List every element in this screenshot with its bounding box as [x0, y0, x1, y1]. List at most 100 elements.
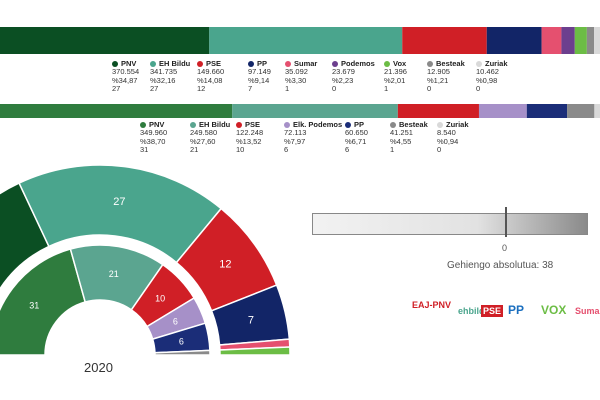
legend-seats: 1 — [285, 83, 290, 93]
legend-seats: 1 — [390, 144, 395, 154]
legend-votes: 10.462 — [476, 67, 499, 77]
legend-color-dot — [248, 61, 254, 68]
legend-party-name: Elk. Podemos — [284, 120, 343, 129]
legend-party-label: PNV — [121, 59, 137, 68]
legend-party-label: PNV — [149, 120, 165, 129]
legend-percent: %6,71 — [345, 136, 367, 146]
seat-arc-pnv — [0, 248, 87, 356]
legend-party-label: Elk. Podemos — [293, 120, 343, 129]
legend-party-name: Besteak — [390, 120, 428, 129]
legend-percent: %1,21 — [427, 75, 449, 85]
legend-party-name: PNV — [140, 120, 167, 129]
legend-votes: 97.149 — [248, 67, 271, 77]
legend-votes: 60.650 — [345, 128, 368, 138]
legend-party-label: PSE — [206, 59, 222, 68]
legend-percent: %32,16 — [150, 75, 176, 85]
seat-count-pse: 12 — [219, 259, 231, 271]
legend-color-dot — [384, 61, 390, 68]
legend-seats: 6 — [284, 144, 289, 154]
legend-percent: %38,70 — [140, 136, 166, 146]
legend-percent: %0,94 — [437, 136, 459, 146]
legend-party-name: Besteak — [427, 59, 465, 68]
legend-item-pnv: PNV 349.960 %38,70 31 — [140, 120, 167, 154]
majority-zero-label: 0 — [502, 243, 508, 253]
legend-seats: 21 — [190, 144, 199, 154]
legend-votes: 72.113 — [284, 128, 307, 138]
logo-ehbildu: ehbildu — [458, 306, 490, 316]
legend-color-dot — [197, 61, 203, 68]
legend-item-pse: PSE 122.248 %13,52 10 — [236, 120, 263, 154]
legend-percent: %13,52 — [236, 136, 262, 146]
legend-seats: 1 — [384, 83, 389, 93]
bar-segment-pse — [402, 27, 487, 54]
legend-percent: %27,60 — [190, 136, 216, 146]
legend-item-eh-bildu: EH Bildu 249.580 %27,60 21 — [190, 120, 230, 154]
bar-segment-besteak — [567, 104, 595, 118]
legend-party-label: Sumar — [294, 59, 318, 68]
legend-item-vox: Vox 21.396 %2,01 1 — [384, 59, 407, 93]
legend-seats: 27 — [112, 83, 121, 93]
legend-color-dot — [476, 61, 482, 68]
legend-votes: 341.735 — [150, 67, 178, 77]
absolute-majority-gauge: 0 Gehiengo absolutua: 38 — [312, 207, 588, 273]
bar-segment-pp — [526, 104, 568, 118]
legend-percent: %3,30 — [285, 75, 307, 85]
seat-arc-vox — [219, 346, 291, 356]
legend-percent: %34,87 — [112, 75, 138, 85]
legend-item-besteak: Besteak 41.251 %4,55 1 — [390, 120, 428, 154]
logo-vox: VOX — [541, 303, 567, 317]
bar-segment-eh-bildu — [232, 104, 398, 118]
legend-party-name: PSE — [236, 120, 263, 129]
legend-item-pse: PSE 149.660 %14,08 12 — [197, 59, 225, 93]
legend-seats: 0 — [437, 144, 442, 154]
legend-party-name: PNV — [112, 59, 139, 68]
legend-votes: 41.251 — [390, 128, 413, 138]
legend-color-dot — [332, 61, 338, 68]
legend-item-pnv: PNV 370.554 %34,87 27 — [112, 59, 139, 93]
legend-party-name: PP — [345, 120, 368, 129]
logo-pse: PSE — [481, 305, 504, 317]
bar-segment-elk-podemos — [478, 104, 527, 118]
legend-seats: 6 — [345, 144, 350, 154]
bar-segment-pp — [486, 27, 542, 54]
bar-segment-pse — [397, 104, 479, 118]
legend-item-zuriak: Zuriak 10.462 %0,98 0 — [476, 59, 508, 93]
legend-color-dot — [437, 122, 443, 129]
legend-votes: 8.540 — [437, 128, 456, 138]
legend-item-sumar: Sumar 35.092 %3,30 1 — [285, 59, 318, 93]
legend-item-eh-bildu: EH Bildu 341.735 %32,16 27 — [150, 59, 190, 93]
legend-percent: %9,14 — [248, 75, 270, 85]
seat-arc-besteak — [154, 349, 211, 356]
legend-percent: %14,08 — [197, 75, 223, 85]
legend-seats: 10 — [236, 144, 245, 154]
legend-votes: 35.092 — [285, 67, 308, 77]
legend-votes: 249.580 — [190, 128, 218, 138]
legend-votes: 21.396 — [384, 67, 407, 77]
legend-party-label: Zuriak — [485, 59, 508, 68]
legend-color-dot — [190, 122, 196, 129]
legend-item-zuriak: Zuriak 8.540 %0,94 0 — [437, 120, 469, 154]
legend-seats: 0 — [332, 83, 337, 93]
legend-percent: %7,97 — [284, 136, 306, 146]
seat-count-pp: 7 — [248, 314, 254, 326]
majority-bar — [312, 213, 588, 235]
legend-party-name: Zuriak — [437, 120, 469, 129]
legend-party-label: PSE — [245, 120, 261, 129]
legend-votes: 12.905 — [427, 67, 450, 77]
legend-votes: 149.660 — [197, 67, 225, 77]
legend-party-name: EH Bildu — [190, 120, 230, 129]
legend-party-label: Vox — [393, 59, 407, 68]
seat-count-pnv: 31 — [29, 300, 39, 310]
legend-seats: 0 — [476, 83, 481, 93]
legend-color-dot — [140, 122, 146, 129]
legend-item-elk-podemos: Elk. Podemos 72.113 %7,97 6 — [284, 120, 343, 154]
seat-count-pse: 10 — [155, 294, 165, 304]
legend-votes: 23.679 — [332, 67, 355, 77]
legend-party-name: Sumar — [285, 59, 318, 68]
legend-party-name: EH Bildu — [150, 59, 190, 68]
logo-sumar: Sumar — [575, 306, 600, 316]
legend-color-dot — [427, 61, 433, 68]
legend-seats: 0 — [427, 83, 432, 93]
bar-segment-podemos — [561, 27, 575, 54]
bar-segment-vox — [574, 27, 587, 54]
